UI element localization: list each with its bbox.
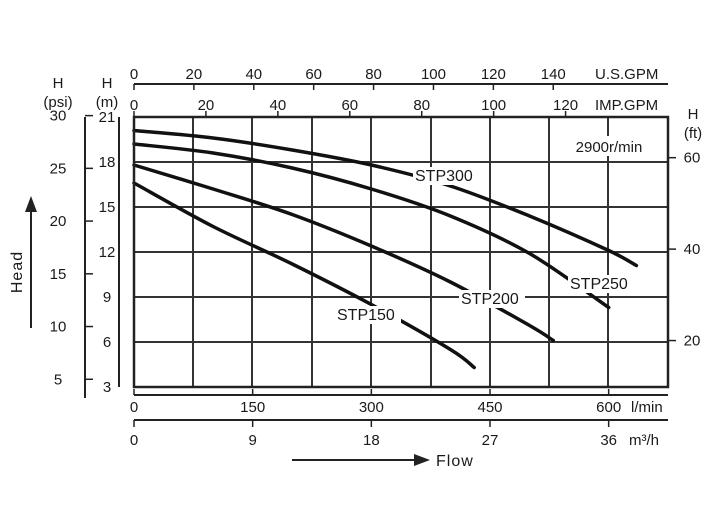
usgpm-tick-label: 140 (541, 66, 566, 83)
curve-label-background (568, 275, 634, 293)
curve-label-background (413, 167, 479, 185)
usgpm-tick-label: 60 (305, 66, 322, 83)
performance-curves: STP150 STP200 STP250 STP300 (132, 128, 652, 370)
ft-axis-title-0: H (688, 106, 699, 123)
lmin-tick-label: 150 (240, 399, 265, 416)
grid (134, 117, 668, 387)
head-arrow-icon (25, 196, 37, 212)
usgpm-tick-label: 80 (365, 66, 382, 83)
lmin-tick-label: 450 (477, 399, 502, 416)
impgpm-axis-title: IMP.GPM (595, 97, 658, 114)
flow-arrow-icon (414, 454, 430, 466)
m3h-tick-label: 0 (130, 432, 138, 449)
usgpm-axis-title: U.S.GPM (595, 66, 658, 83)
curve-stp200 (132, 163, 556, 343)
m3h-tick-label: 36 (600, 432, 617, 449)
ft-tick-label: 60 (684, 150, 701, 167)
usgpm-tick-label: 40 (245, 66, 262, 83)
ft-tick-label: 40 (684, 241, 701, 258)
meter-axis-title-0: H (102, 75, 113, 92)
meter-axis-title-1: (m) (96, 94, 119, 111)
lmin-tick-label: 300 (359, 399, 384, 416)
curve-stp150 (132, 181, 476, 370)
impgpm-tick-label: 120 (553, 97, 578, 114)
speed-note-background (566, 136, 652, 156)
psi-tick-label: 5 (54, 371, 62, 388)
impgpm-tick-label: 20 (198, 97, 215, 114)
curve-label-background (459, 290, 525, 308)
usgpm-tick-label: 120 (481, 66, 506, 83)
m3h-tick-label: 18 (363, 432, 380, 449)
meter-tick-label: 9 (103, 289, 111, 306)
impgpm-tick-label: 0 (130, 97, 138, 114)
curve-label-stp250: STP250 (570, 276, 628, 293)
psi-tick-label: 10 (50, 319, 67, 336)
meter-tick-label: 3 (103, 379, 111, 396)
psi-axis-title-0: H (53, 75, 64, 92)
m3h-axis-title: m³/h (629, 432, 659, 449)
curve-stp250 (132, 142, 611, 310)
m3h-tick-label: 9 (248, 432, 256, 449)
curve-label-stp200: STP200 (461, 291, 519, 308)
psi-tick-label: 25 (50, 160, 67, 177)
lmin-tick-label: 0 (130, 399, 138, 416)
curve-label-stp300: STP300 (415, 168, 473, 185)
ft-tick-label: 20 (684, 333, 701, 350)
ft-axis-title-1: (ft) (684, 125, 702, 142)
meter-tick-label: 18 (99, 154, 116, 171)
axis-labels: 2900r/min 21 18 15 12 9 6 3 30 25 20 15 10 5 60 40 20 H (p… (9, 66, 702, 470)
curve-label-stp150: STP150 (337, 307, 395, 324)
usgpm-tick-label: 100 (421, 66, 446, 83)
flow-axis-title: Flow (436, 453, 474, 470)
psi-tick-label: 15 (50, 266, 67, 283)
speed-note: 2900r/min (576, 139, 643, 156)
usgpm-tick-label: 20 (186, 66, 203, 83)
lmin-axis-title: l/min (631, 399, 663, 416)
psi-tick-label: 20 (50, 213, 67, 230)
impgpm-tick-label: 60 (341, 97, 358, 114)
psi-tick-label: 30 (50, 108, 67, 125)
impgpm-tick-label: 80 (413, 97, 430, 114)
meter-tick-label: 6 (103, 334, 111, 351)
impgpm-tick-label: 40 (270, 97, 287, 114)
psi-axis-title-1: (psi) (43, 94, 72, 111)
usgpm-tick-label: 0 (130, 66, 138, 83)
m3h-tick-label: 27 (482, 432, 499, 449)
meter-tick-label: 12 (99, 244, 116, 261)
head-axis-title: Head (9, 251, 26, 293)
meter-tick-label: 15 (99, 199, 116, 216)
lmin-tick-label: 600 (596, 399, 621, 416)
axes (25, 83, 676, 466)
meter-tick-label: 21 (99, 109, 116, 126)
impgpm-tick-label: 100 (481, 97, 506, 114)
curve-label-background (335, 306, 401, 324)
